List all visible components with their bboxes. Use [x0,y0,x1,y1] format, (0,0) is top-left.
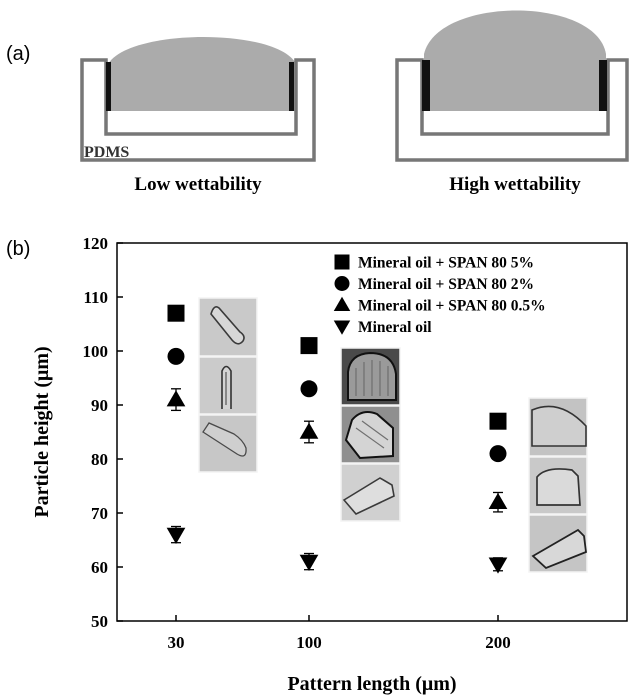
data-point-triangle-up [166,390,186,407]
panel-a: (a) PDMS Low wettability High wettabilit… [6,10,629,195]
panel-b: (b) 50 60 70 80 90 100 110 120 30 100 200 Particl… [6,234,628,695]
data-point-triangle-up [299,422,319,439]
legend-marker-square [334,254,350,270]
data-point-square [489,412,507,430]
micrograph-30um-5pct [198,297,258,357]
plot-frame [116,242,628,622]
data-point-square [167,304,185,322]
data-point-circle [489,445,507,463]
data-point-triangle-down [299,554,319,571]
data-point-triangle-down [488,557,508,574]
legend-marker-triangle-up [333,296,351,311]
y-tick-label: 50 [91,612,108,631]
high-wettability-left-wall [422,60,430,111]
data-point-circle [167,347,185,365]
y-tick-label: 60 [91,558,108,577]
micrograph-30um-2pct [198,356,258,415]
data-point-circle [300,380,318,398]
micrograph-100um-2pct [340,405,401,464]
x-axis: 30 100 200 [168,615,511,652]
micrograph-200um-2pct [528,456,588,515]
high-wettability-right-wall [599,60,607,111]
micrographs-30um [198,297,258,473]
micrograph-100um-05pct [340,463,401,522]
micrographs-100um [340,347,401,522]
high-wettability-schematic: High wettability [395,10,629,195]
data-point-square [300,337,318,355]
low-wettability-caption: Low wettability [134,174,262,195]
y-tick-label: 110 [83,288,108,307]
legend-marker-triangle-down [333,320,351,335]
micrograph-30um-05pct [198,414,258,473]
legend-label: Mineral oil + SPAN 80 0.5% [358,298,546,315]
series-triangle-down [166,525,508,574]
data-point-triangle-up [488,492,508,509]
y-tick-label: 80 [91,450,108,469]
series-square [167,304,507,430]
high-wettability-caption: High wettability [449,174,581,195]
x-axis-title: Pattern length (μm) [287,673,456,695]
y-tick-label: 90 [91,396,108,415]
series-triangle-up [166,388,508,513]
panel-a-label: (a) [6,43,30,65]
legend-label: Mineral oil + SPAN 80 5% [358,255,534,272]
series-circle [167,347,507,463]
x-tick-label: 100 [296,633,322,652]
y-tick-label: 120 [83,234,109,253]
legend: Mineral oil + SPAN 80 5% Mineral oil + SP… [333,254,546,336]
y-axis-title: Particle height (μm) [31,346,53,517]
data-series [166,304,508,574]
low-wettability-right-wall [289,62,294,111]
legend-marker-circle [334,276,350,291]
micrograph-200um-5pct [528,397,588,457]
x-tick-label: 200 [485,633,511,652]
legend-label: Mineral oil [358,319,432,336]
low-wettability-droplet [108,37,296,111]
pdms-label: PDMS [84,144,129,161]
data-point-triangle-down [166,527,186,544]
y-axis: 50 60 70 80 90 100 110 120 [83,234,123,631]
legend-label: Mineral oil + SPAN 80 2% [358,276,534,293]
high-wettability-droplet [424,10,606,111]
micrographs-200um [528,397,588,573]
low-wettability-schematic: PDMS Low wettability [80,37,316,195]
micrograph-200um-05pct [528,514,588,573]
x-tick-label: 30 [168,633,185,652]
y-tick-label: 70 [91,504,108,523]
micrograph-100um-5pct [340,347,401,406]
y-tick-label: 100 [83,342,109,361]
panel-b-label: (b) [6,238,30,260]
low-wettability-left-wall [106,62,111,111]
